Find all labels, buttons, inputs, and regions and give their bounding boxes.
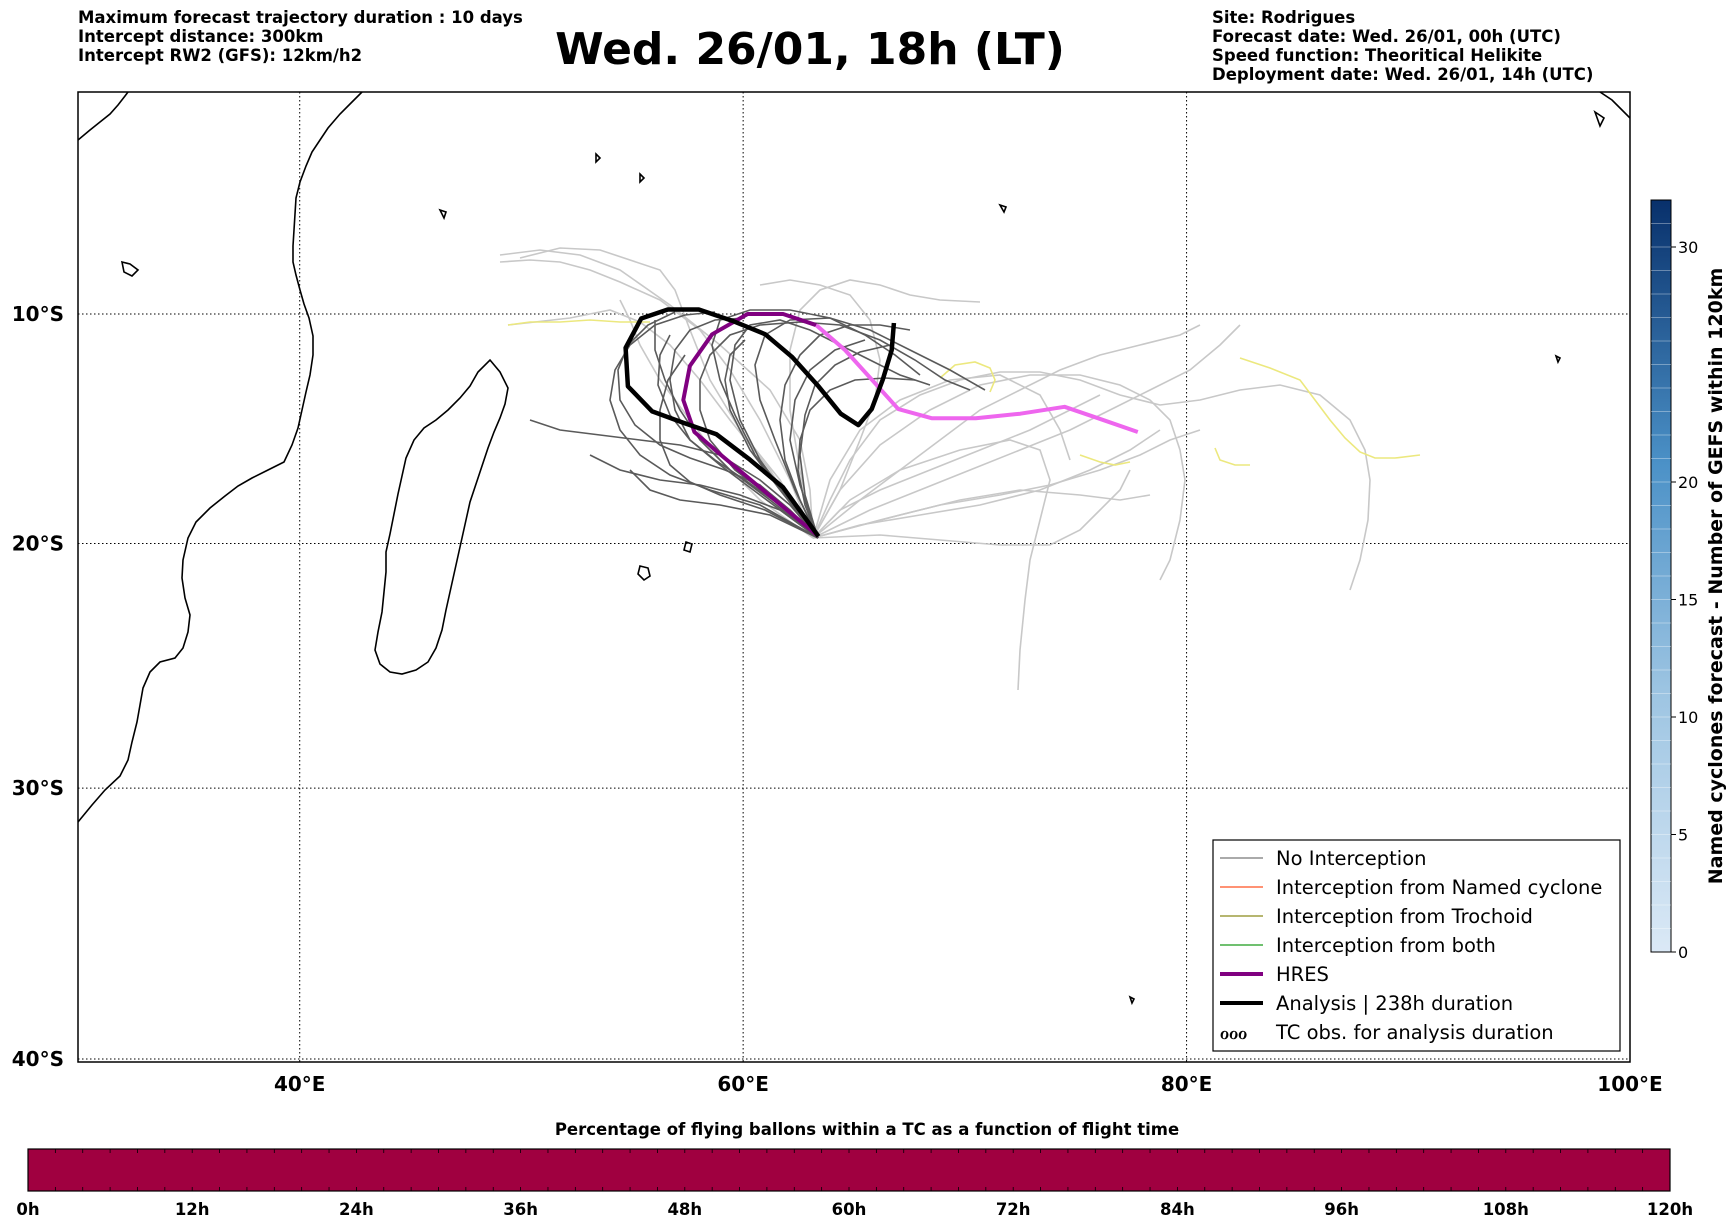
longitude-tick-label: 100°E xyxy=(1597,1072,1662,1096)
colorbar-tick-label: 10 xyxy=(1678,708,1698,727)
bottom-colorbar-tick-label: 36h xyxy=(503,1200,538,1219)
header-right-info: Site: Rodrigues Forecast date: Wed. 26/0… xyxy=(1212,8,1593,84)
legend-item: Interception from Named cyclone xyxy=(1220,876,1602,899)
right-colorbar-title: Named cyclones forecast - Number of GEFS… xyxy=(1705,268,1727,885)
latitude-tick-label: 20°S xyxy=(12,531,64,555)
graticule xyxy=(78,92,1630,1062)
bottom-colorbar-tick-label: 12h xyxy=(175,1200,210,1219)
colorbar-tick-label: 20 xyxy=(1678,473,1698,492)
bottom-colorbar-tick-label: 0h xyxy=(16,1200,39,1219)
latitude-labels: 10°S 20°S 30°S 40°S xyxy=(12,302,64,1071)
reunion-island xyxy=(637,565,651,582)
intercept-rw2-text: Intercept RW2 (GFS): 12km/h2 xyxy=(78,46,363,65)
legend-label: TC obs. for analysis duration xyxy=(1275,1021,1554,1044)
legend-label: Interception from both xyxy=(1276,934,1496,957)
coastlines xyxy=(78,92,1630,1006)
mauritius-island xyxy=(683,540,693,554)
colorbar-tick-label: 5 xyxy=(1678,826,1688,845)
legend-label: Analysis | 238h duration xyxy=(1276,992,1513,1015)
intercept-distance-text: Intercept distance: 300km xyxy=(78,27,324,46)
hres-track-late xyxy=(814,323,1139,434)
bottom-colorbar-tick-label: 60h xyxy=(832,1200,867,1219)
bottom-colorbar-title: Percentage of flying ballons within a TC… xyxy=(554,1120,1180,1139)
legend-label: No Interception xyxy=(1276,847,1427,870)
longitude-labels: 40°E 60°E 80°E 100°E xyxy=(274,1072,1663,1096)
madagascar-coastline xyxy=(374,358,509,675)
latitude-tick-label: 10°S xyxy=(12,302,64,326)
deployment-date-text: Deployment date: Wed. 26/01, 14h (UTC) xyxy=(1212,65,1594,84)
right-colorbar-bar xyxy=(1650,199,1672,953)
legend-item: HRES xyxy=(1220,963,1329,986)
legend-item: Analysis | 238h duration xyxy=(1220,992,1513,1015)
forecast-date-text: Forecast date: Wed. 26/01, 00h (UTC) xyxy=(1212,27,1561,46)
tc-obs-symbol-icon: ℴℴℴ xyxy=(1220,1021,1247,1044)
bottom-colorbar-tick-label: 108h xyxy=(1483,1200,1529,1219)
hres-track xyxy=(681,312,820,538)
bottom-colorbar-tick-label: 96h xyxy=(1324,1200,1359,1219)
bottom-colorbar-tick-label: 24h xyxy=(339,1200,374,1219)
max-duration-text: Maximum forecast trajectory duration : 1… xyxy=(78,8,523,27)
legend-item: Interception from both xyxy=(1220,934,1496,957)
latitude-tick-label: 30°S xyxy=(12,776,64,800)
legend-label: Interception from Trochoid xyxy=(1276,905,1533,928)
ensemble-light-tracks xyxy=(499,247,1371,691)
page-title: Wed. 26/01, 18h (LT) xyxy=(555,24,1065,75)
bottom-colorbar-ticks: 0h 12h 24h 36h 48h 60h 72h 84h 96h 108h 120h xyxy=(16,1149,1693,1219)
site-text: Site: Rodrigues xyxy=(1212,8,1356,27)
legend: No Interception Interception from Named c… xyxy=(1212,839,1621,1052)
bottom-colorbar-tick-label: 72h xyxy=(996,1200,1031,1219)
colorbar-tick-label: 30 xyxy=(1678,238,1698,257)
map-border xyxy=(77,91,1631,1063)
no-interception-tracks xyxy=(529,309,986,539)
colorbar-tick-label: 0 xyxy=(1678,943,1688,962)
header-left-info: Maximum forecast trajectory duration : 1… xyxy=(78,8,523,65)
legend-item: Interception from Trochoid xyxy=(1220,905,1533,928)
bottom-colorbar: 0h 12h 24h 36h 48h 60h 72h 84h 96h 108h 120h xyxy=(16,1148,1693,1219)
main-tracks xyxy=(623,307,1139,538)
latitude-tick-label: 40°S xyxy=(12,1047,64,1071)
bottom-colorbar-bar xyxy=(27,1148,1671,1192)
legend-label: Interception from Named cyclone xyxy=(1276,876,1602,899)
legend-box xyxy=(1212,839,1621,1052)
legend-label: HRES xyxy=(1276,963,1329,986)
right-colorbar: 0 5 10 15 20 30 Named cyclones forecast - Num… xyxy=(1650,199,1727,962)
analysis-track xyxy=(623,307,897,538)
longitude-tick-label: 40°E xyxy=(274,1072,326,1096)
speed-function-text: Speed function: Theoritical Helikite xyxy=(1212,46,1543,65)
right-colorbar-bands xyxy=(1651,223,1671,929)
longitude-tick-label: 80°E xyxy=(1161,1072,1213,1096)
bottom-colorbar-tick-label: 84h xyxy=(1160,1200,1195,1219)
longitude-tick-label: 60°E xyxy=(717,1072,769,1096)
bottom-colorbar-tick-label: 48h xyxy=(667,1200,702,1219)
right-colorbar-ticks: 0 5 10 15 20 30 xyxy=(1671,238,1698,962)
bottom-colorbar-tick-label: 120h xyxy=(1647,1200,1693,1219)
colorbar-tick-label: 15 xyxy=(1678,591,1698,610)
yellow-tracks xyxy=(507,319,1421,466)
legend-item: ℴℴℴ TC obs. for analysis duration xyxy=(1220,1021,1554,1044)
africa-coastline xyxy=(78,92,363,823)
horn-coastline xyxy=(78,92,129,141)
legend-item: No Interception xyxy=(1220,847,1427,870)
